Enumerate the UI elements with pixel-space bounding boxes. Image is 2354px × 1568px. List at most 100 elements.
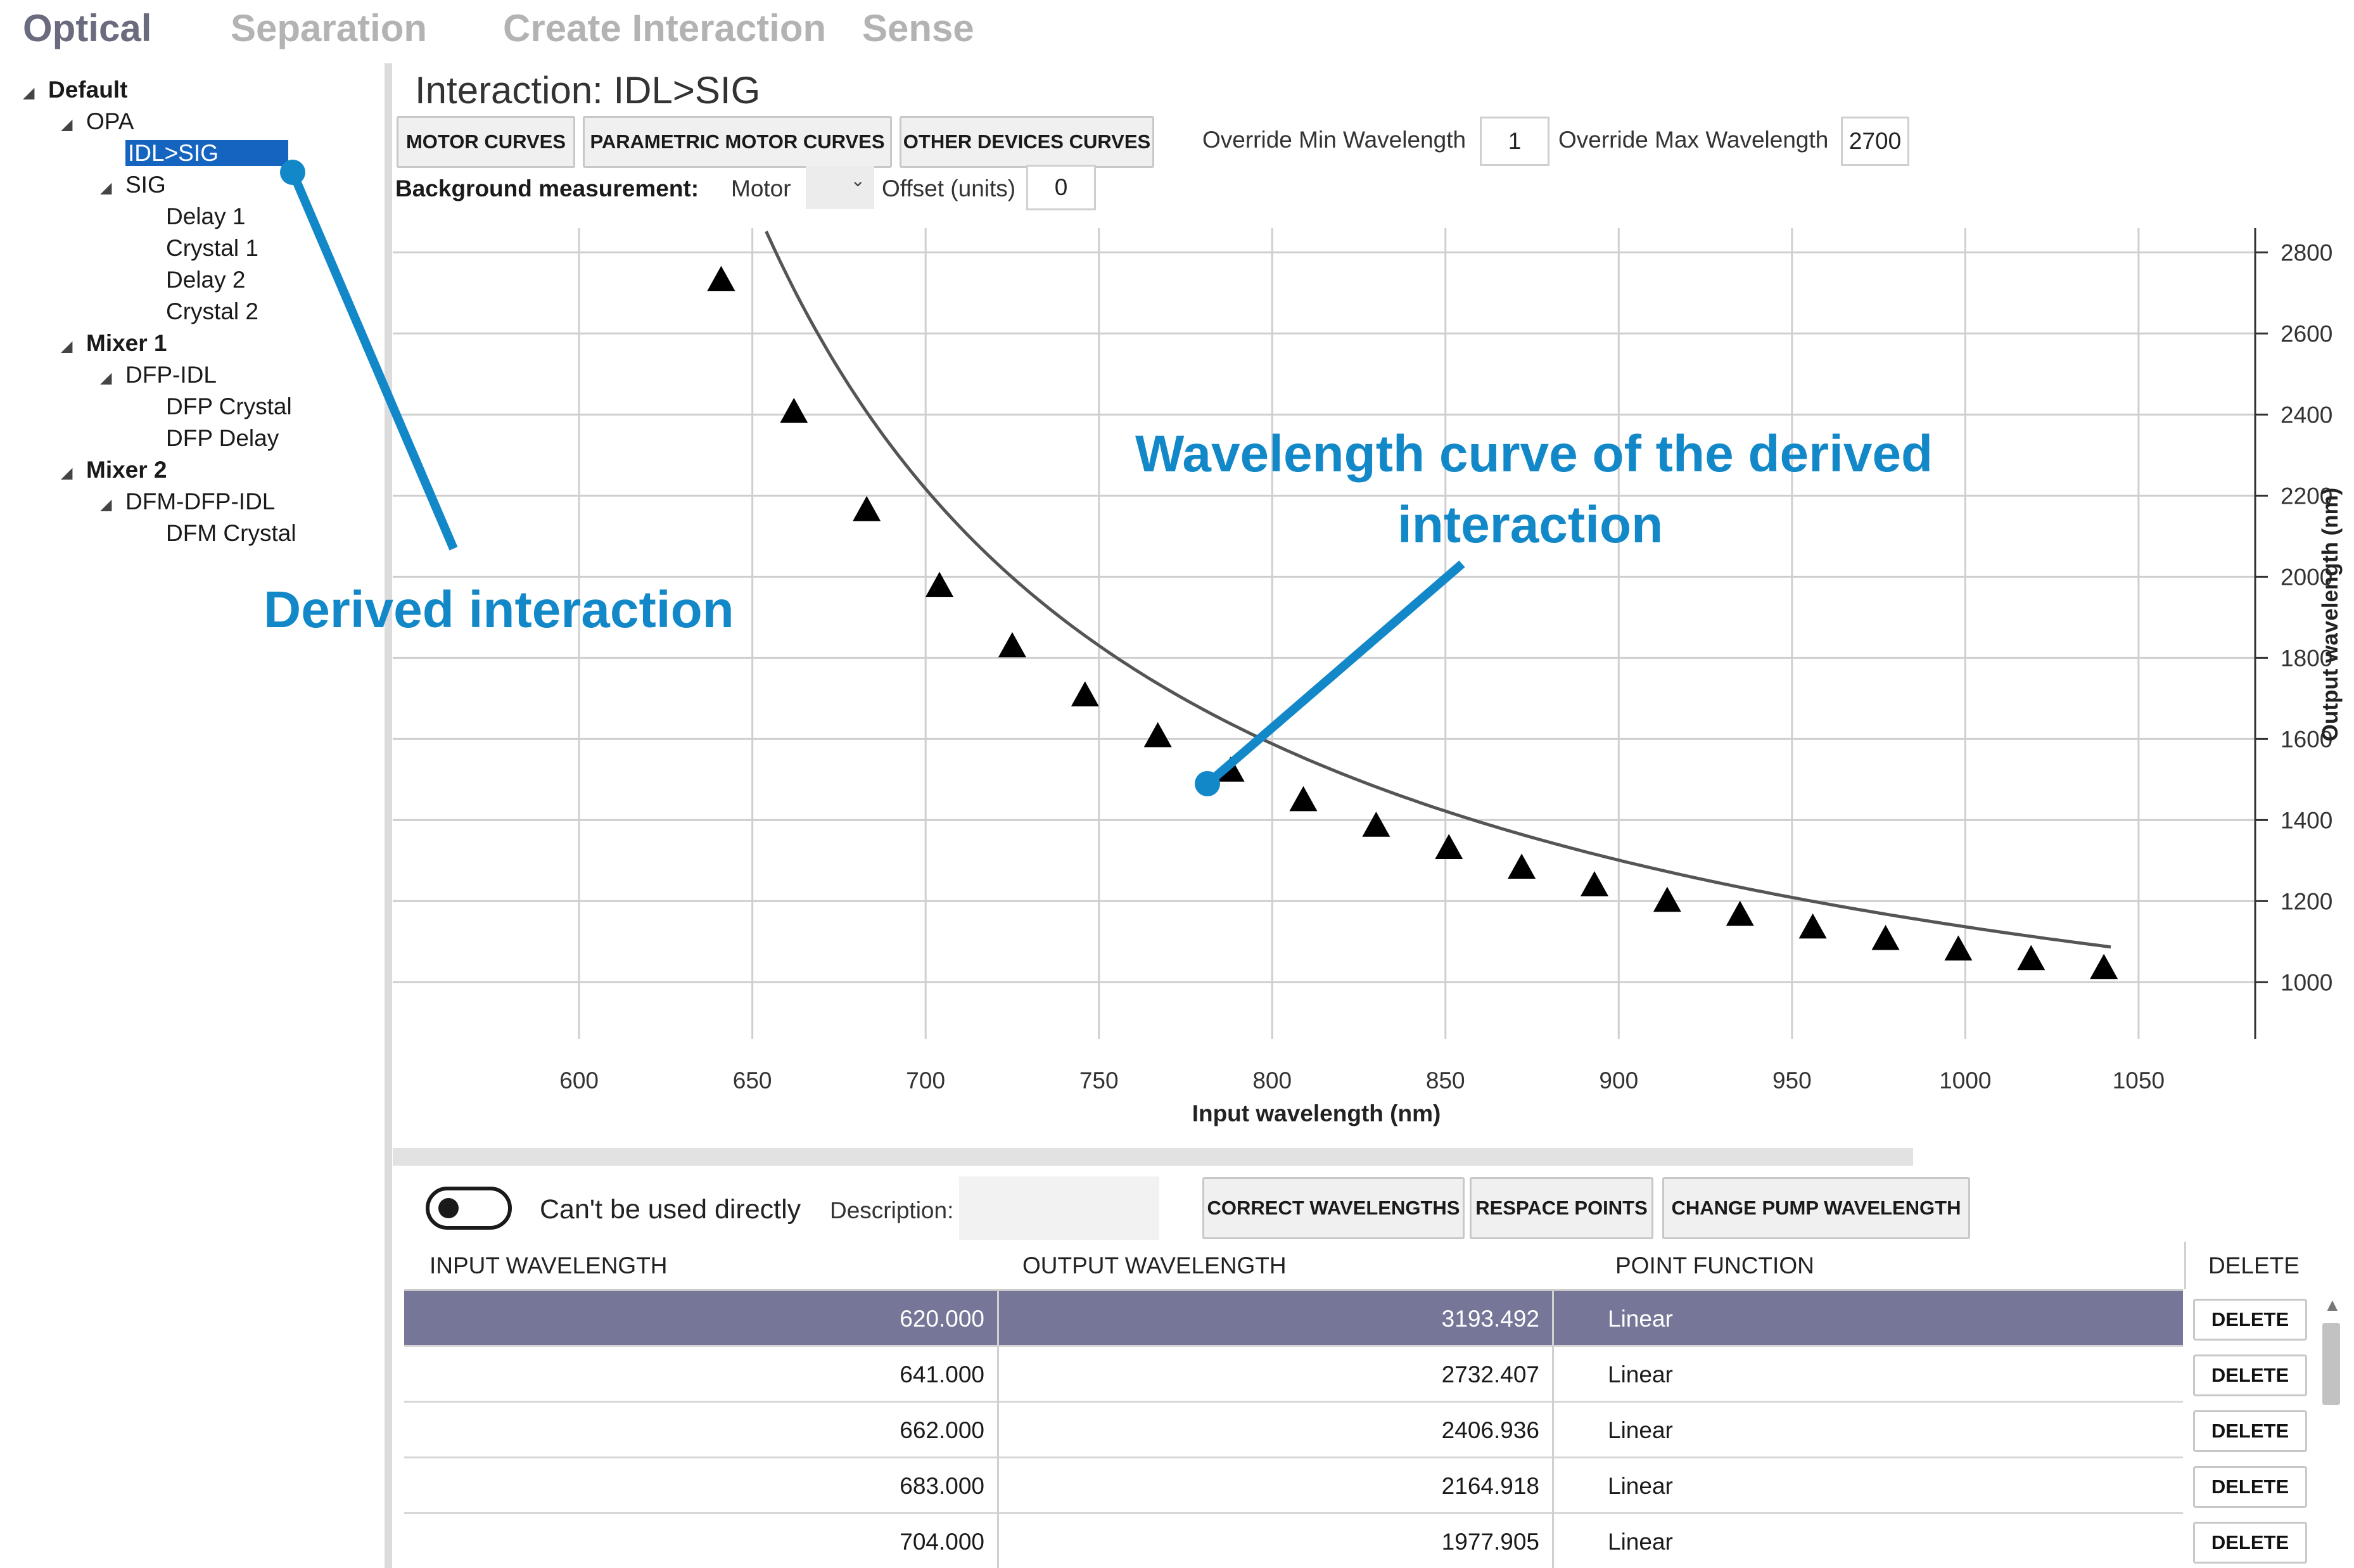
- scroll-up-arrow-icon[interactable]: ▲: [2324, 1295, 2341, 1315]
- tab-optical[interactable]: Optical: [23, 7, 152, 49]
- other-devices-curves-button[interactable]: OTHER DEVICES CURVES: [900, 116, 1154, 168]
- point-function-cell[interactable]: Linear: [1608, 1361, 1673, 1387]
- data-point-marker: [1581, 870, 1608, 896]
- override-max-input[interactable]: 2700: [1841, 117, 1909, 166]
- input-wavelength-cell[interactable]: 662.000: [900, 1417, 984, 1443]
- tree-node-crystal-1[interactable]: Crystal 1: [166, 233, 258, 264]
- tab-create-interaction[interactable]: Create Interaction: [503, 7, 827, 49]
- output-wavelength-cell[interactable]: 2732.407: [1441, 1361, 1539, 1387]
- tree-node-crystal-2[interactable]: Crystal 2: [166, 296, 258, 328]
- table-row[interactable]: 641.000 2732.407 Linear: [404, 1347, 2183, 1403]
- table-row[interactable]: 704.000 1977.905 Linear: [404, 1514, 2183, 1568]
- expand-caret-icon[interactable]: ◢: [61, 116, 73, 133]
- delete-button[interactable]: DELETE: [2193, 1410, 2307, 1452]
- correct-wavelengths-button[interactable]: CORRECT WAVELENGTHS: [1202, 1177, 1465, 1239]
- data-point-marker: [853, 495, 881, 521]
- tree-node-label: DFM-DFP-IDL: [125, 488, 276, 514]
- tree-node-label: Crystal 1: [166, 235, 258, 261]
- change-pump-wavelength-button[interactable]: CHANGE PUMP WAVELENGTH: [1662, 1177, 1970, 1239]
- data-point-marker: [1071, 681, 1099, 707]
- delete-column: DELETE DELETE DELETE DELETE DELETE: [2185, 1291, 2307, 1568]
- tree-node-mixer-1[interactable]: ◢ Mixer 1: [61, 328, 167, 359]
- motor-label: Motor: [731, 175, 791, 201]
- offset-input[interactable]: 0: [1026, 165, 1096, 210]
- y-axis-label: Output wavelength (nm): [2318, 488, 2343, 742]
- column-header-delete[interactable]: DELETE: [2208, 1252, 2300, 1278]
- offset-label: Offset (units): [882, 175, 1016, 201]
- horizontal-scrollbar[interactable]: [393, 1148, 1913, 1166]
- y-tick-label: 2200: [2281, 483, 2332, 509]
- expand-caret-icon[interactable]: ◢: [61, 338, 73, 355]
- wavelength-chart: 600 650 700 750 800 850 900 950 1000 1050 1000 120…: [393, 228, 2343, 1126]
- parametric-motor-curves-button[interactable]: PARAMETRIC MOTOR CURVES: [583, 116, 892, 168]
- tree-node-label: Crystal 2: [166, 298, 258, 324]
- point-function-cell[interactable]: Linear: [1608, 1417, 1673, 1443]
- tree-node-label: DFP-IDL: [125, 362, 217, 388]
- y-tick-label: 1600: [2281, 726, 2332, 752]
- tab-separation[interactable]: Separation: [231, 7, 428, 49]
- tree-node-dfp-idl[interactable]: ◢ DFP-IDL: [100, 359, 217, 391]
- column-header-input[interactable]: INPUT WAVELENGTH: [429, 1252, 668, 1278]
- respace-points-button[interactable]: RESPACE POINTS: [1470, 1177, 1653, 1239]
- output-wavelength-cell[interactable]: 2164.918: [1441, 1473, 1539, 1499]
- x-tick-label: 750: [1079, 1068, 1119, 1093]
- delete-button[interactable]: DELETE: [2193, 1466, 2307, 1508]
- tree-node-dfp-delay[interactable]: DFP Delay: [166, 423, 279, 454]
- column-header-output[interactable]: OUTPUT WAVELENGTH: [1022, 1252, 1287, 1278]
- x-tick-label: 600: [559, 1068, 599, 1093]
- tree-node-sig[interactable]: ◢ SIG: [100, 169, 166, 201]
- tree-node-idl-sig[interactable]: IDL>SIG: [100, 137, 288, 169]
- y-tick-label: 1200: [2281, 888, 2332, 914]
- description-input[interactable]: [959, 1176, 1159, 1240]
- y-tick-label: 2000: [2281, 564, 2332, 590]
- point-function-cell[interactable]: Linear: [1608, 1529, 1673, 1555]
- column-header-function[interactable]: POINT FUNCTION: [1615, 1252, 1814, 1278]
- tree-node-label: Mixer 1: [86, 330, 167, 356]
- input-wavelength-cell[interactable]: 620.000: [900, 1306, 984, 1332]
- tree-node-dfm-crystal[interactable]: DFM Crystal: [166, 518, 296, 549]
- point-function-cell[interactable]: Linear: [1608, 1306, 1673, 1332]
- tree-node-default[interactable]: ◢ Default: [23, 74, 127, 106]
- x-tick-label: 900: [1599, 1068, 1638, 1093]
- table-row[interactable]: 683.000 2164.918 Linear: [404, 1458, 2183, 1514]
- motor-select[interactable]: ⌄: [806, 166, 874, 209]
- vertical-splitter[interactable]: [385, 63, 392, 1568]
- table-row[interactable]: 620.000 3193.492 Linear: [404, 1291, 2183, 1347]
- output-wavelength-cell[interactable]: 2406.936: [1441, 1417, 1539, 1443]
- output-wavelength-cell[interactable]: 3193.492: [1441, 1306, 1539, 1332]
- scroll-thumb[interactable]: [2322, 1323, 2340, 1405]
- cant-be-used-toggle[interactable]: [426, 1187, 512, 1230]
- input-wavelength-cell[interactable]: 641.000: [900, 1361, 984, 1387]
- override-min-input[interactable]: 1: [1480, 117, 1549, 166]
- tree-node-delay-1[interactable]: Delay 1: [166, 201, 245, 233]
- expand-caret-icon[interactable]: ◢: [23, 84, 35, 101]
- point-function-cell[interactable]: Linear: [1608, 1473, 1673, 1499]
- interaction-title: Interaction: IDL>SIG: [415, 69, 761, 112]
- x-tick-label: 1050: [2113, 1068, 2165, 1093]
- motor-curves-button[interactable]: MOTOR CURVES: [397, 116, 575, 168]
- output-wavelength-cell[interactable]: 1977.905: [1441, 1529, 1539, 1555]
- table-vertical-scrollbar[interactable]: ▲: [2319, 1292, 2344, 1568]
- tree-node-dfm-dfp-idl[interactable]: ◢ DFM-DFP-IDL: [100, 486, 275, 518]
- delete-button[interactable]: DELETE: [2193, 1522, 2307, 1564]
- x-tick-label: 850: [1426, 1068, 1465, 1093]
- tree-node-mixer-2[interactable]: ◢ Mixer 2: [61, 454, 167, 486]
- expand-caret-icon[interactable]: ◢: [61, 464, 73, 481]
- tree-node-label: DFP Crystal: [166, 393, 292, 419]
- tab-sense[interactable]: Sense: [862, 7, 974, 49]
- input-wavelength-cell[interactable]: 704.000: [900, 1529, 984, 1555]
- override-min-label: Override Min Wavelength: [1202, 127, 1466, 153]
- expand-caret-icon[interactable]: ◢: [100, 179, 112, 196]
- input-wavelength-cell[interactable]: 683.000: [900, 1473, 984, 1499]
- delete-button[interactable]: DELETE: [2193, 1299, 2307, 1341]
- tree-node-delay-2[interactable]: Delay 2: [166, 264, 245, 296]
- toggle-label: Can't be used directly: [540, 1194, 801, 1225]
- expand-caret-icon[interactable]: ◢: [100, 496, 112, 513]
- expand-caret-icon[interactable]: ◢: [100, 369, 112, 386]
- tree-node-dfp-crystal[interactable]: DFP Crystal: [166, 391, 292, 423]
- wavelength-curve-line: [765, 231, 2111, 949]
- table-row[interactable]: 662.000 2406.936 Linear: [404, 1403, 2183, 1458]
- x-tick-label: 650: [733, 1068, 772, 1093]
- tree-node-opa[interactable]: ◢ OPA: [61, 106, 134, 137]
- delete-button[interactable]: DELETE: [2193, 1354, 2307, 1396]
